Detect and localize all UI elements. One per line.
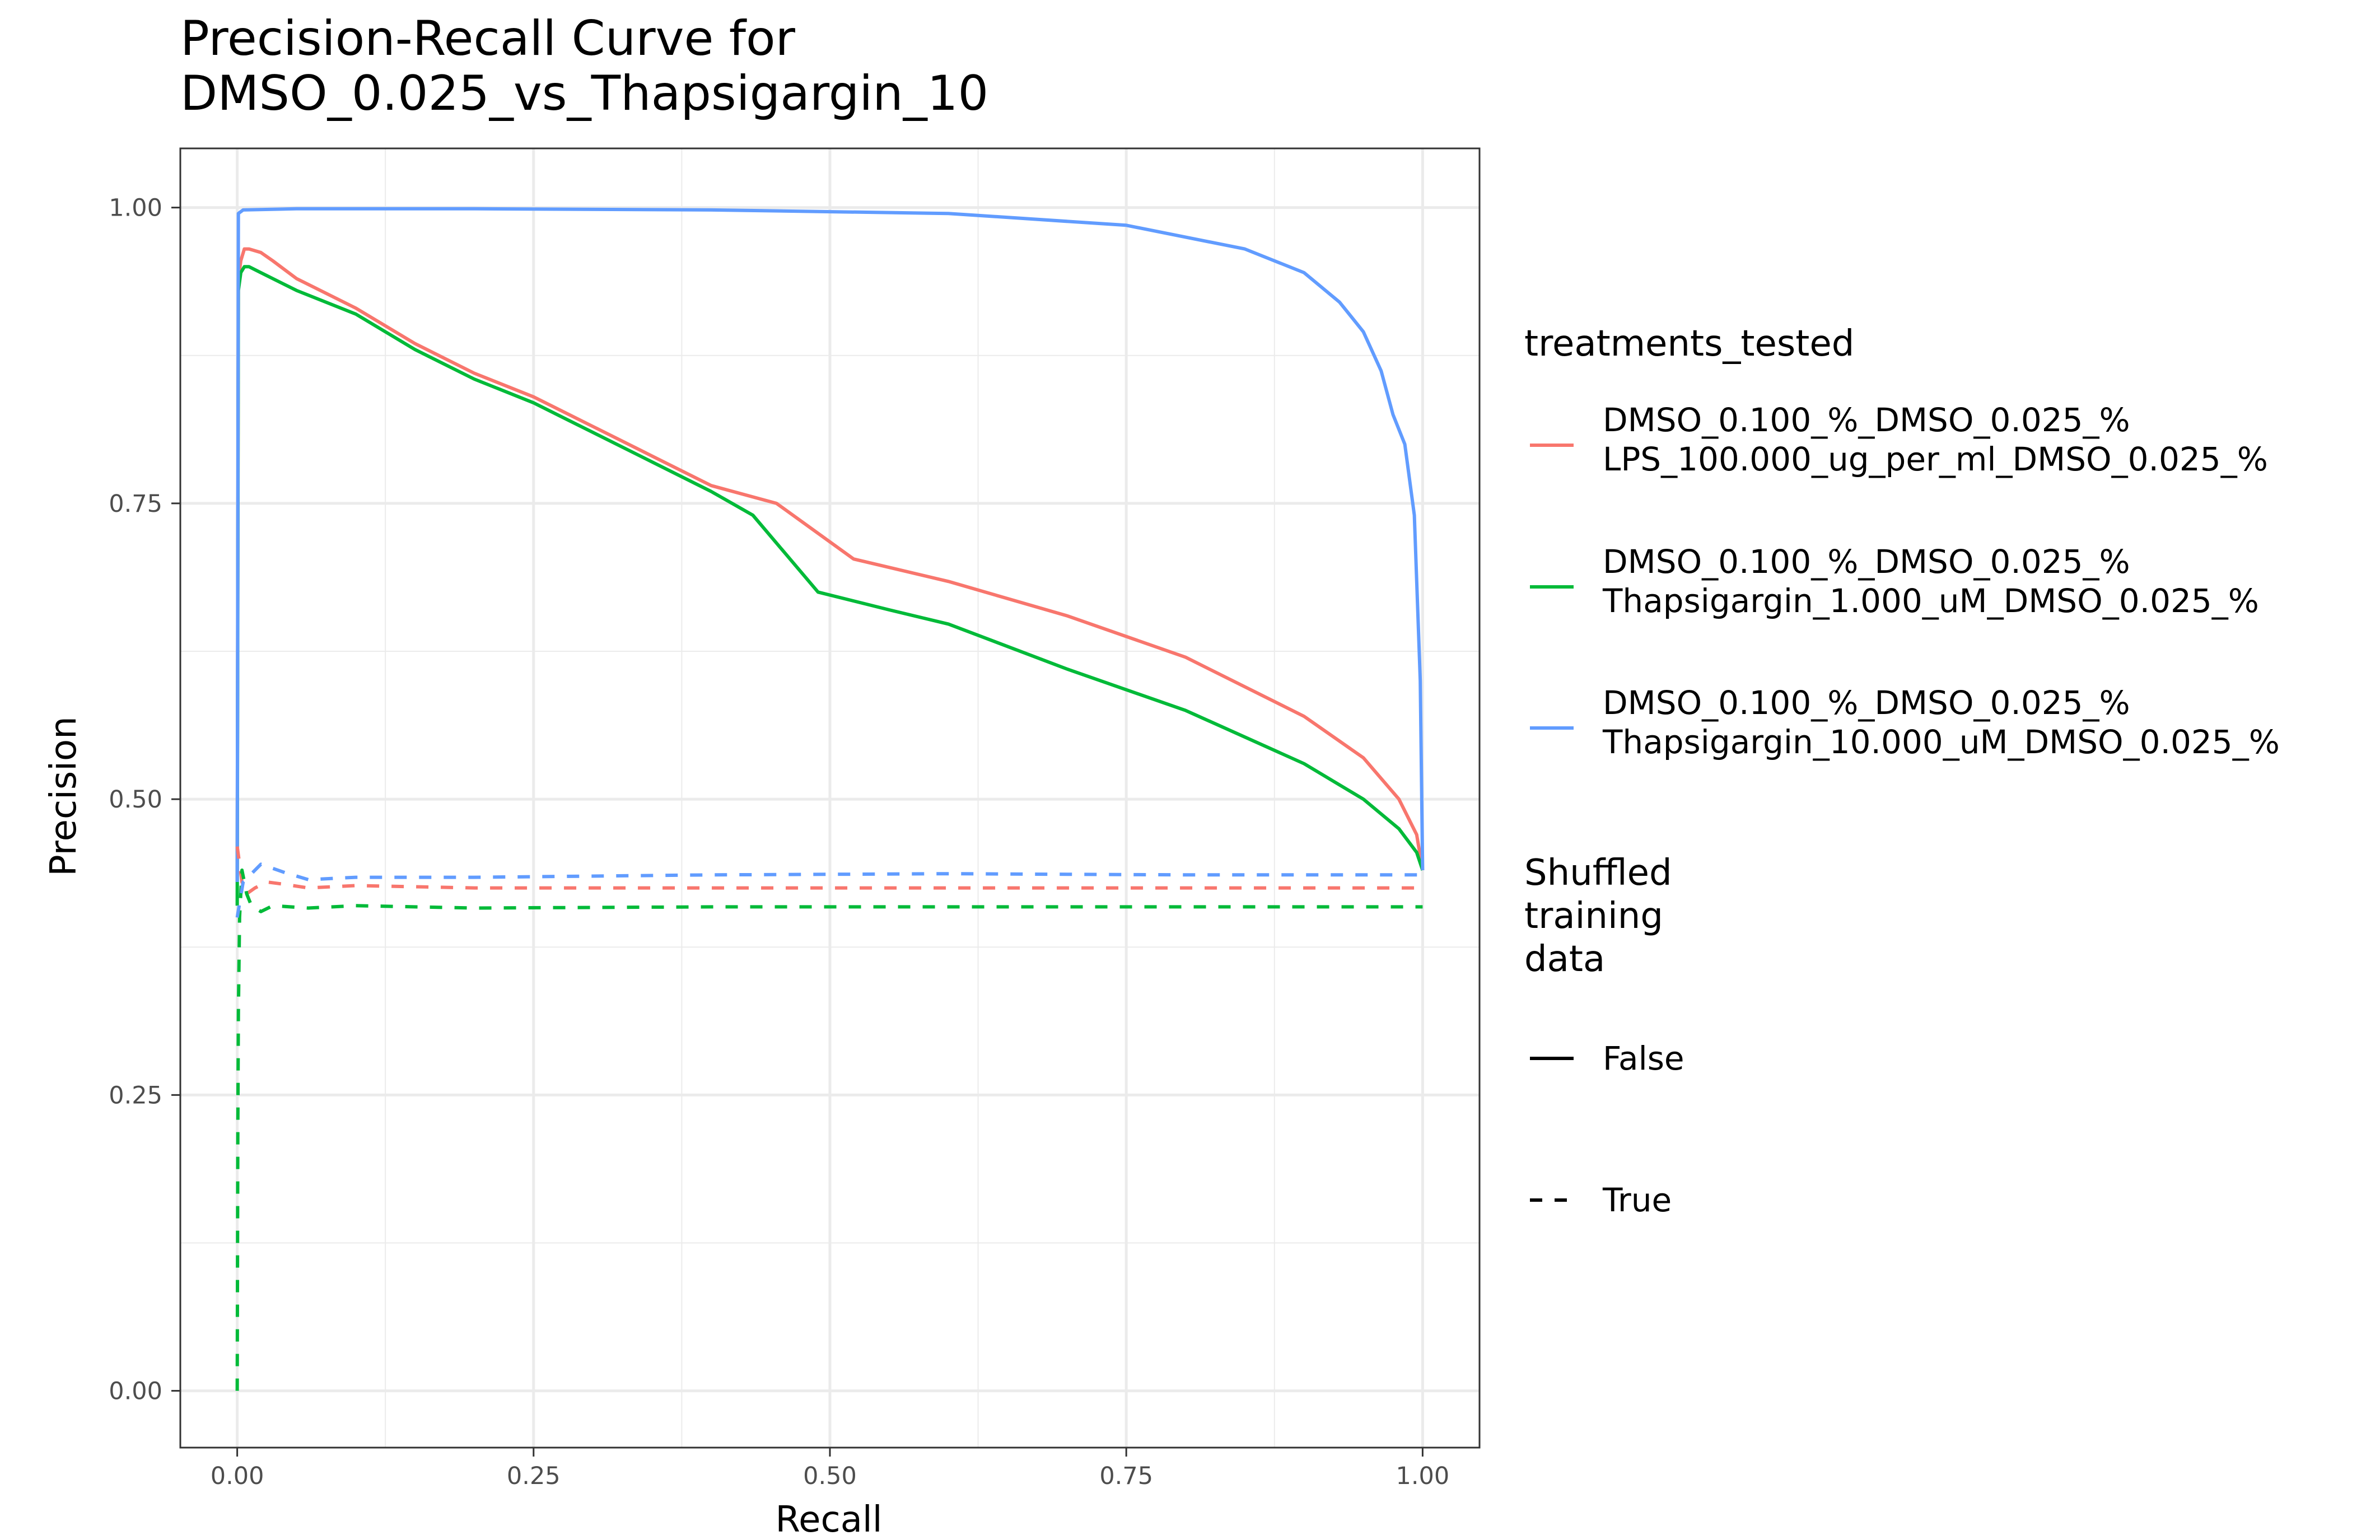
series-layer [235,207,1425,1391]
x-axis-title: Recall [776,1499,883,1540]
y-tick-label: 0.25 [109,1081,162,1109]
chart-title-line-1: Precision-Recall Curve for [180,11,796,67]
y-tick-label: 0.00 [109,1378,162,1406]
y-axis: 0.00 0.25 0.50 0.75 1.00 [109,194,180,1406]
x-tick-label: 0.25 [507,1462,561,1490]
legend-treatments: treatments_tested DMSO_0.100_%_DMSO_0.02… [1524,323,2280,761]
legend-treatments-title: treatments_tested [1524,323,1854,365]
series-line-3-solid [235,207,1425,883]
series-line-1-solid [235,247,1425,883]
x-tick-label: 0.00 [211,1462,264,1490]
legend-entry-label: DMSO_0.100_%_DMSO_0.025_% [1603,684,2130,722]
legend-entry-label: Thapsigargin_1.000_uM_DMSO_0.025_% [1602,582,2259,620]
legend-shuffled-title: Shuffled [1524,852,1672,894]
legend-entry-label: LPS_100.000_ug_per_ml_DMSO_0.025_% [1603,440,2268,478]
legend-linetype-label: True [1602,1181,1672,1219]
x-axis: 0.00 0.25 0.50 0.75 1.00 [211,1448,1450,1490]
y-tick-label: 0.75 [109,490,162,518]
y-axis-title: Precision [43,716,85,876]
x-tick-label: 0.75 [1099,1462,1153,1490]
y-tick-label: 1.00 [109,194,162,222]
legend-entry-label: DMSO_0.100_%_DMSO_0.025_% [1603,543,2130,581]
chart-title-line-2: DMSO_0.025_vs_Thapsigargin_10 [180,66,988,122]
y-tick-label: 0.50 [109,786,162,814]
legend-shuffled-title: training [1524,895,1663,937]
x-tick-label: 0.50 [803,1462,857,1490]
plot-grid [180,148,1480,1448]
legend-linetype-label: False [1603,1039,1684,1077]
series-line-2-solid [235,265,1425,906]
x-tick-label: 1.00 [1396,1462,1450,1490]
series-line-6-dashed [235,862,1423,918]
legend-entry-label: Thapsigargin_10.000_uM_DMSO_0.025_% [1602,723,2280,761]
legend-shuffled-title: data [1524,939,1605,980]
series-line-5-dashed [235,868,1423,1391]
legend-entry-label: DMSO_0.100_%_DMSO_0.025_% [1603,401,2130,439]
